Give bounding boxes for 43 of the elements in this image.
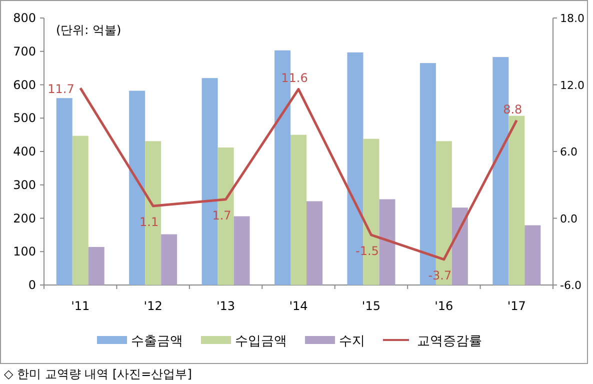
y-tick-label: 500 (13, 111, 36, 126)
x-tick-label: '11 (71, 299, 90, 313)
legend-label: 수입금액 (235, 334, 287, 349)
x-tick-label: '16 (434, 299, 454, 313)
y-tick-label: 200 (13, 211, 36, 226)
y2-tick-label: 6.0 (560, 146, 578, 158)
data-label: 11.7 (48, 82, 74, 96)
y2-tick-label: 18.0 (560, 12, 584, 25)
bar (290, 134, 306, 285)
y-tick-label: 100 (13, 244, 36, 259)
bar (161, 234, 178, 285)
x-tick-label: '13 (216, 299, 236, 313)
bar (452, 208, 468, 285)
y2-tick-label: -6.0 (560, 279, 582, 292)
legend-label: 수출금액 (131, 334, 183, 349)
bar (88, 246, 104, 285)
legend-label: 수지 (339, 334, 365, 349)
data-label: 1.1 (140, 215, 159, 230)
bar (56, 98, 72, 285)
y2-tick-label: 12.0 (560, 78, 584, 92)
bar (306, 201, 322, 285)
text: ◇ 한미 교역량 내역 [사진=산업부] (4, 367, 192, 381)
y-tick-label: 700 (13, 44, 36, 58)
data-label: -1.5 (356, 244, 379, 258)
x-tick-label: '14 (289, 299, 308, 313)
bar (72, 136, 88, 285)
y-tick-label: 300 (13, 178, 36, 192)
data-label: -3.7 (428, 268, 452, 282)
x-tick-label: '17 (507, 299, 526, 313)
bar (524, 225, 541, 285)
bar (508, 116, 525, 285)
x-tick-label: '15 (362, 299, 381, 313)
y-tick-label: 400 (13, 144, 36, 158)
y-tick-label: 600 (13, 78, 36, 92)
legend-label: 교역증감률 (417, 334, 482, 349)
data-label: 1.7 (212, 208, 232, 222)
bar (234, 216, 250, 285)
y2-tick-label: 0.0 (560, 212, 578, 226)
annotation: (단위: 억불) (56, 23, 122, 37)
x-tick-label: '12 (144, 299, 162, 313)
y-tick-label: 0 (28, 278, 36, 292)
y-tick-label: 800 (13, 11, 36, 25)
bar (379, 199, 396, 285)
